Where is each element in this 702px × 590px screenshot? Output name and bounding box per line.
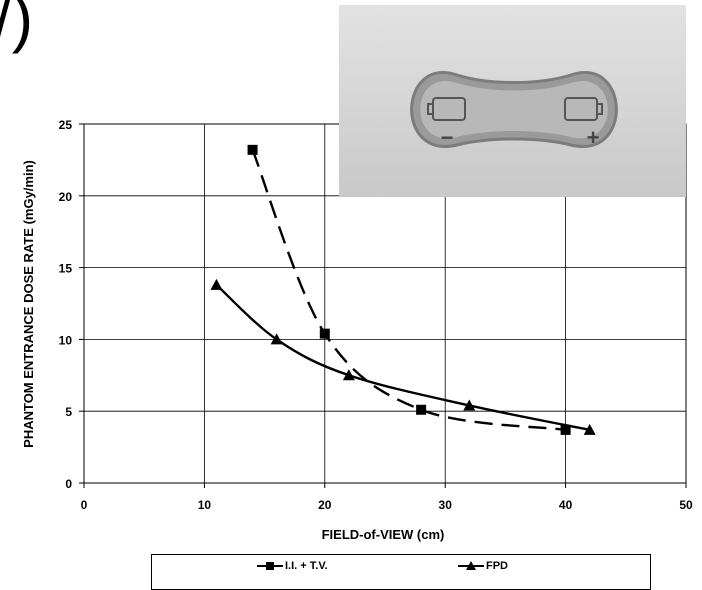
legend-item-fpd: FPD bbox=[458, 560, 508, 572]
y-tick-label: 5 bbox=[65, 405, 72, 419]
legend-marker-square-icon bbox=[257, 562, 283, 570]
panel-label: /) bbox=[0, 0, 34, 54]
control-pad-illustration: − + bbox=[339, 5, 686, 197]
minus-label: − bbox=[441, 125, 454, 150]
series-line-1 bbox=[215, 283, 590, 432]
y-tick-label: 20 bbox=[59, 190, 73, 204]
y-tick-label: 10 bbox=[59, 333, 73, 347]
data-point-square bbox=[416, 404, 427, 415]
battery-left-icon bbox=[427, 97, 466, 121]
plus-label: + bbox=[587, 125, 600, 150]
x-tick-label: 0 bbox=[81, 498, 88, 512]
y-tick-label: 25 bbox=[59, 118, 73, 132]
data-point-square bbox=[247, 144, 258, 155]
legend-item-ii-tv: I.I. + T.V. bbox=[257, 560, 328, 572]
grid bbox=[83, 123, 687, 484]
series-line-0 bbox=[251, 149, 566, 432]
x-tick-label: 30 bbox=[439, 498, 453, 512]
x-tick-label: 40 bbox=[559, 498, 573, 512]
inset-photo: − + bbox=[339, 5, 686, 197]
legend-label-ii-tv: I.I. + T.V. bbox=[285, 560, 328, 572]
y-tick-label: 0 bbox=[65, 477, 72, 491]
data-point-triangle bbox=[583, 423, 596, 435]
data-point-triangle bbox=[463, 399, 476, 411]
y-axis-label: PHANTOM ENTRANCE DOSE RATE (mGy/min) bbox=[21, 160, 36, 448]
tick-labels: 0 5 10 15 20 25 0 10 20 30 40 50 bbox=[59, 118, 693, 512]
data-point-triangle bbox=[270, 333, 283, 345]
x-tick-label: 50 bbox=[679, 498, 693, 512]
data-point-square bbox=[319, 328, 330, 339]
x-axis-label: FIELD-of-VIEW (cm) bbox=[322, 527, 445, 542]
legend-marker-triangle-icon bbox=[458, 561, 484, 570]
data-point-triangle bbox=[342, 369, 355, 381]
x-tick-label: 20 bbox=[318, 498, 332, 512]
series-layer bbox=[210, 144, 596, 435]
data-point-square bbox=[560, 424, 571, 435]
x-tick-label: 10 bbox=[198, 498, 212, 512]
legend: I.I. + T.V. FPD bbox=[151, 554, 651, 590]
battery-right-icon bbox=[564, 97, 603, 121]
legend-label-fpd: FPD bbox=[486, 560, 508, 572]
y-tick-label: 15 bbox=[59, 262, 73, 276]
data-point-triangle bbox=[210, 278, 223, 290]
